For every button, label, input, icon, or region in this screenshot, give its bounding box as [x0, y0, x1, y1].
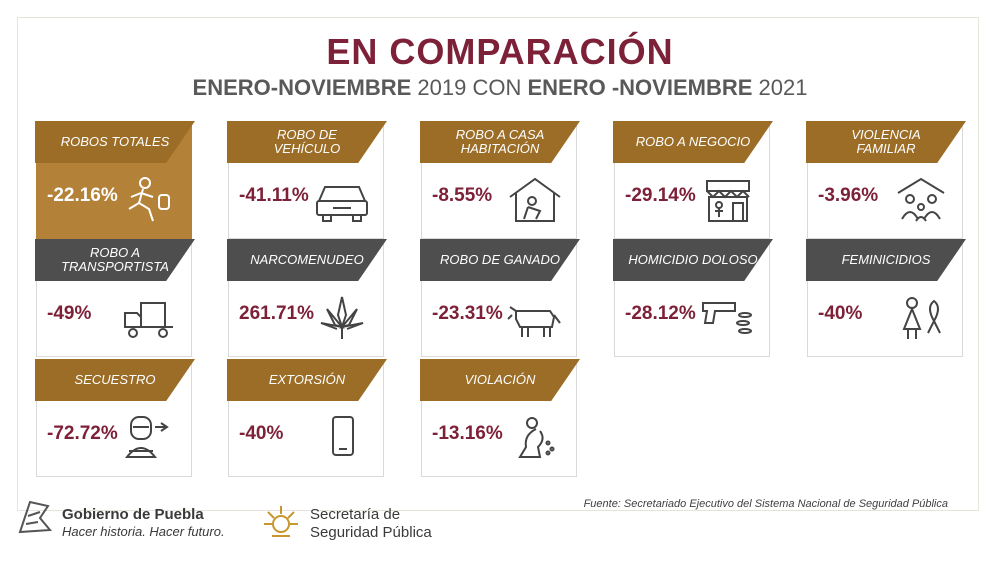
card-value: -13.16%: [432, 423, 503, 444]
gobierno-puebla-logo: Gobierno de Puebla Hacer historia. Hacer…: [14, 492, 264, 552]
card-label: EXTORSIÓN: [268, 372, 346, 387]
card-violacion: VIOLACIÓN -13.16%: [420, 359, 580, 477]
card-banner: VIOLENCIA FAMILIAR: [806, 121, 966, 163]
card-secuestro: SECUESTRO -72.72%: [35, 359, 195, 477]
source-note: Fuente: Secretariado Ejecutivo del Siste…: [583, 498, 948, 510]
card-banner: ROBOS TOTALES: [35, 121, 195, 163]
card-violencia-familiar: VIOLENCIA FAMILIAR -3.96%: [806, 121, 966, 239]
card-banner: HOMICIDIO DOLOSO: [613, 239, 773, 281]
hostage-icon: [124, 416, 169, 458]
card-value: -49%: [47, 303, 92, 324]
card-robo-transportista: ROBO A TRANSPORTISTA -49%: [35, 239, 195, 357]
gun-icon: [702, 302, 752, 334]
card-value: 261.71%: [239, 303, 315, 324]
card-label: VIOLACIÓN: [464, 372, 536, 387]
card-banner: VIOLACIÓN: [420, 359, 580, 401]
card-value: -8.55%: [432, 185, 493, 206]
card-label: ROBO DE VEHÍCULO: [273, 127, 341, 156]
card-label: FEMINICIDIOS: [841, 252, 931, 267]
card-label: NARCOMENUDEO: [250, 252, 364, 267]
card-value: -22.16%: [47, 185, 118, 206]
card-robo-casa: ROBO A CASA HABITACIÓN -8.55%: [420, 121, 580, 239]
card-value: -41.11%: [239, 185, 309, 206]
card-banner: ROBO DE GANADO: [420, 239, 580, 281]
card-label: ROBO A NEGOCIO: [635, 134, 751, 149]
page-subtitle: ENERO-NOVIEMBRE 2019 CON ENERO -NOVIEMBR…: [0, 75, 1000, 101]
card-banner: ROBO A CASA HABITACIÓN: [420, 121, 580, 163]
cow-icon: [507, 306, 561, 337]
card-banner: SECUESTRO: [35, 359, 195, 401]
gov-name: Gobierno de Puebla: [62, 506, 204, 523]
card-value: -40%: [239, 423, 284, 444]
victim-kneeling-icon: [518, 417, 555, 458]
card-label: SECUESTRO: [74, 372, 156, 387]
woman-ribbon-icon: [902, 297, 941, 339]
card-narcomenudeo: NARCOMENUDEO 261.71%: [227, 239, 387, 357]
house-burglar-icon: [509, 177, 561, 222]
subtitle-year-1: 2019 CON: [411, 75, 528, 100]
card-label: ROBOS TOTALES: [60, 134, 170, 149]
ssp-name-line2: Seguridad Pública: [310, 524, 432, 541]
card-label: ROBO A CASA HABITACIÓN: [455, 127, 545, 156]
page-title: EN COMPARACIÓN: [326, 31, 674, 72]
card-value: -3.96%: [818, 185, 879, 206]
card-value: -72.72%: [47, 423, 118, 444]
card-label: VIOLENCIA FAMILIAR: [851, 127, 921, 156]
card-feminicidios: FEMINICIDIOS -40%: [806, 239, 966, 357]
running-thief-icon: [128, 177, 170, 222]
card-value: -28.12%: [625, 303, 696, 324]
subtitle-period-1: ENERO-NOVIEMBRE: [192, 75, 412, 100]
card-extorsion: EXTORSIÓN -40%: [227, 359, 387, 477]
card-robo-ganado: ROBO DE GANADO -23.31%: [420, 239, 580, 357]
card-robo-vehiculo: ROBO DE VEHÍCULO -41.11%: [227, 121, 387, 239]
card-value: -40%: [818, 303, 863, 324]
card-banner: NARCOMENUDEO: [227, 239, 387, 281]
secretaria-seguridad-logo: Secretaría de Seguridad Pública: [260, 496, 480, 556]
card-banner: EXTORSIÓN: [227, 359, 387, 401]
card-homicidio-doloso: HOMICIDIO DOLOSO -28.12%: [613, 239, 773, 357]
card-value: -29.14%: [625, 185, 696, 206]
card-label: ROBO DE GANADO: [440, 252, 560, 267]
card-label: ROBO A TRANSPORTISTA: [61, 245, 169, 274]
subtitle-period-2: ENERO -NOVIEMBRE: [527, 75, 753, 100]
card-banner: FEMINICIDIOS: [806, 239, 966, 281]
card-banner: ROBO A TRANSPORTISTA: [35, 239, 195, 281]
family-house-icon: [897, 177, 945, 222]
card-robo-negocio: ROBO A NEGOCIO -29.14%: [613, 121, 773, 239]
gov-slogan: Hacer historia. Hacer futuro.: [62, 524, 225, 539]
store-robbery-icon: [706, 180, 750, 222]
ssp-name-line1: Secretaría de: [310, 506, 401, 523]
card-label: HOMICIDIO DOLOSO: [628, 252, 758, 267]
cannabis-leaf-icon: [320, 296, 364, 339]
ssp-emblem-icon: [264, 506, 298, 537]
card-value: -23.31%: [432, 303, 503, 324]
puebla-emblem-icon: [18, 500, 53, 534]
truck-icon: [124, 302, 173, 338]
cellphone-icon: [332, 416, 354, 456]
card-robos-totales: ROBOS TOTALES -22.16%: [35, 121, 195, 239]
car-icon: [316, 186, 368, 222]
card-banner: ROBO A NEGOCIO: [613, 121, 773, 163]
subtitle-year-2: 2021: [752, 75, 808, 100]
card-banner: ROBO DE VEHÍCULO: [227, 121, 387, 163]
